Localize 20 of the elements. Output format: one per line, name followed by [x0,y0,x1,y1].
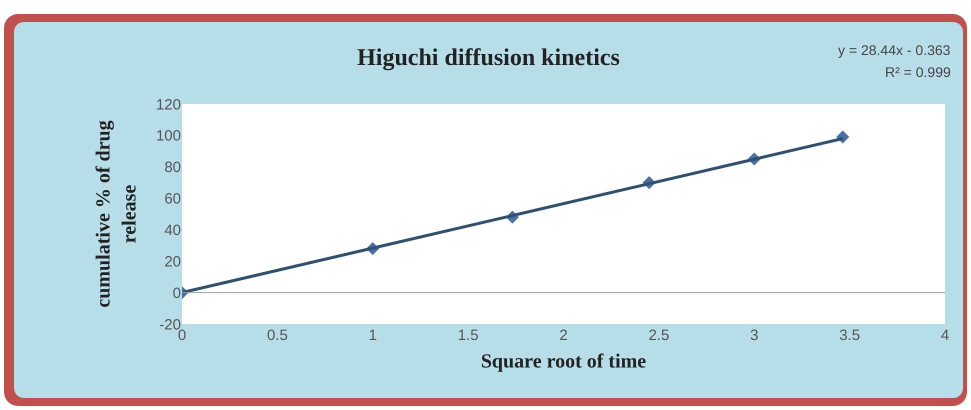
y-tick-label: 120 [156,96,181,114]
x-tick-label: 3.5 [839,327,860,344]
x-tick-label: 1.5 [458,327,479,344]
y-tick-label: 60 [164,190,181,208]
y-tick-label: 40 [164,222,181,239]
y-tick-label: 0 [172,284,181,302]
x-tick-label: 4 [940,327,950,344]
x-tick-label: 2.5 [648,327,670,344]
chart-title: Higuchi diffusion kinetics [357,45,620,72]
text: y = 28.44x - 0.363 [838,42,951,58]
text: R² = 0.999 [885,64,951,80]
x-tick-label: 1 [368,327,377,344]
y-tick-label: 80 [164,159,181,176]
x-tick-label: 3 [750,327,758,344]
x-tick-label: 0.5 [266,327,288,344]
x-tick-label: 2 [559,327,568,344]
y-axis-title: cumulative % of drug release [92,120,140,308]
x-axis-title: Square root of time [480,350,646,372]
y-tick-label: 100 [156,128,181,145]
y-tick-label: 20 [164,253,181,270]
